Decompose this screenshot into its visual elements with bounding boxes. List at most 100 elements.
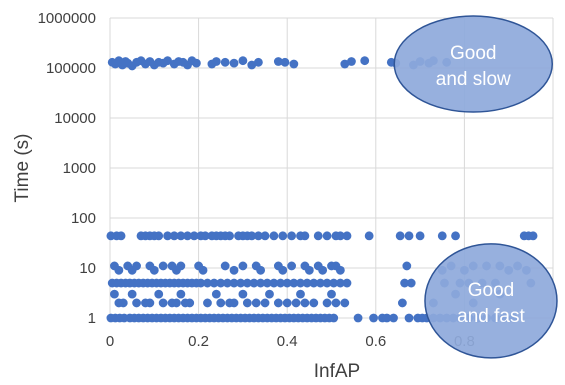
data-point [238, 261, 248, 271]
data-point [360, 56, 370, 66]
data-point [222, 278, 232, 288]
x-axis-title: InfAP [314, 361, 360, 382]
data-point [364, 231, 374, 241]
data-point [353, 313, 363, 323]
data-point [404, 313, 414, 323]
data-point [309, 278, 319, 288]
data-point [145, 298, 155, 308]
data-point [203, 298, 212, 308]
data-point [238, 56, 248, 66]
data-point [289, 278, 299, 288]
data-point [329, 313, 339, 323]
data-point [176, 231, 186, 241]
data-point [154, 231, 164, 241]
data-point [200, 231, 210, 241]
data-point [342, 231, 352, 241]
data-point [273, 298, 283, 308]
data-point [278, 231, 288, 241]
data-point [322, 231, 332, 241]
data-point [229, 265, 239, 275]
data-point [327, 289, 336, 299]
data-point [347, 57, 356, 66]
data-point [316, 278, 325, 288]
y-tick-label: 1 [88, 310, 96, 327]
data-point [154, 289, 164, 299]
data-point [269, 278, 279, 288]
data-point [229, 298, 239, 308]
data-point [247, 60, 257, 70]
data-point [400, 278, 409, 288]
data-point [238, 289, 248, 299]
data-point [211, 57, 221, 66]
data-point [287, 261, 297, 271]
data-point [280, 57, 290, 67]
data-point [329, 278, 339, 288]
data-point [260, 298, 270, 308]
data-point [236, 278, 246, 288]
y-tick-label: 1000000 [38, 10, 96, 27]
data-point [163, 231, 172, 241]
data-point [406, 278, 416, 288]
good-fast-label-line1: Good [468, 280, 514, 301]
x-tick-label: 0 [106, 333, 114, 350]
data-point [262, 278, 272, 288]
data-point [256, 278, 266, 288]
data-point [300, 231, 310, 241]
data-point [260, 231, 270, 241]
data-point [225, 231, 235, 241]
data-point [191, 58, 201, 68]
data-point [309, 298, 319, 308]
data-point [389, 313, 398, 323]
good-fast-label-line2: and fast [457, 306, 525, 327]
data-point [216, 298, 226, 308]
good-slow-ellipse [393, 15, 554, 113]
data-point [110, 289, 119, 299]
data-point [183, 231, 192, 241]
data-point [198, 265, 208, 275]
data-point [415, 231, 425, 241]
data-point [172, 265, 181, 275]
data-point [114, 265, 124, 275]
data-point [335, 265, 345, 275]
good-slow-label-line1: Good [450, 43, 496, 64]
data-point [340, 298, 350, 308]
data-point [296, 278, 305, 288]
data-point [322, 278, 332, 288]
data-point [437, 231, 447, 241]
data-point [158, 298, 168, 308]
data-point [169, 231, 179, 241]
data-point [242, 278, 252, 288]
data-point [211, 289, 221, 299]
data-point [287, 231, 297, 241]
data-point [203, 278, 212, 288]
data-point [127, 265, 137, 275]
data-point [302, 278, 312, 288]
data-point [249, 278, 259, 288]
data-point [304, 265, 314, 275]
data-point [276, 278, 285, 288]
data-point [273, 57, 283, 66]
y-tick-label: 10000 [54, 110, 96, 127]
data-point [158, 261, 168, 271]
y-tick-label: 10 [79, 260, 96, 277]
data-point [342, 278, 352, 288]
data-point [209, 278, 219, 288]
data-point [318, 265, 328, 275]
data-point [289, 59, 299, 69]
data-point [254, 231, 263, 241]
data-point [118, 298, 128, 308]
x-tick-label: 0.6 [365, 333, 386, 350]
data-point [291, 298, 301, 308]
data-point [397, 298, 407, 308]
data-point [127, 289, 137, 299]
x-tick-label: 0.2 [188, 333, 209, 350]
data-point [282, 278, 292, 288]
data-point [402, 261, 412, 271]
data-point [256, 265, 266, 275]
data-point [132, 298, 141, 308]
data-point [149, 265, 159, 275]
data-point [229, 58, 239, 68]
data-point [185, 298, 195, 308]
data-point [196, 278, 206, 288]
good-fast-ellipse [424, 243, 558, 359]
